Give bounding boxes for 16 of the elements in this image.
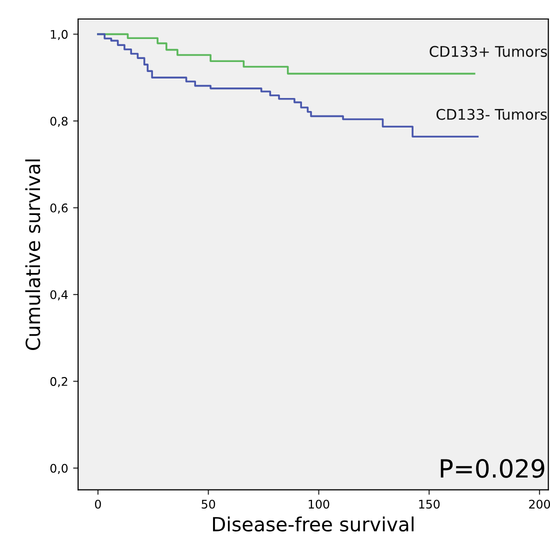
- y-tick-label: 0,0: [50, 464, 68, 474]
- x-tick-label: 200: [529, 500, 550, 509]
- series-label: CD133- Tumors: [436, 108, 547, 120]
- x-tick-label: 0: [94, 500, 101, 509]
- y-tick-label: 0,8: [50, 116, 68, 127]
- x-axis-title: Disease-free survival: [213, 516, 414, 532]
- x-tick-label: 50: [202, 500, 216, 509]
- y-tick-label: 0,2: [50, 377, 68, 388]
- y-tick-label: 1,0: [50, 30, 68, 40]
- y-axis-title: Cumulative survival: [25, 160, 40, 350]
- x-tick-label: 100: [308, 500, 330, 509]
- x-tick-label: 150: [419, 500, 440, 509]
- annotation: P=0.029: [440, 458, 544, 478]
- series-label: CD133+ Tumors: [430, 46, 547, 57]
- y-tick-label: 0,6: [50, 203, 68, 214]
- y-tick-label: 0,4: [50, 290, 68, 300]
